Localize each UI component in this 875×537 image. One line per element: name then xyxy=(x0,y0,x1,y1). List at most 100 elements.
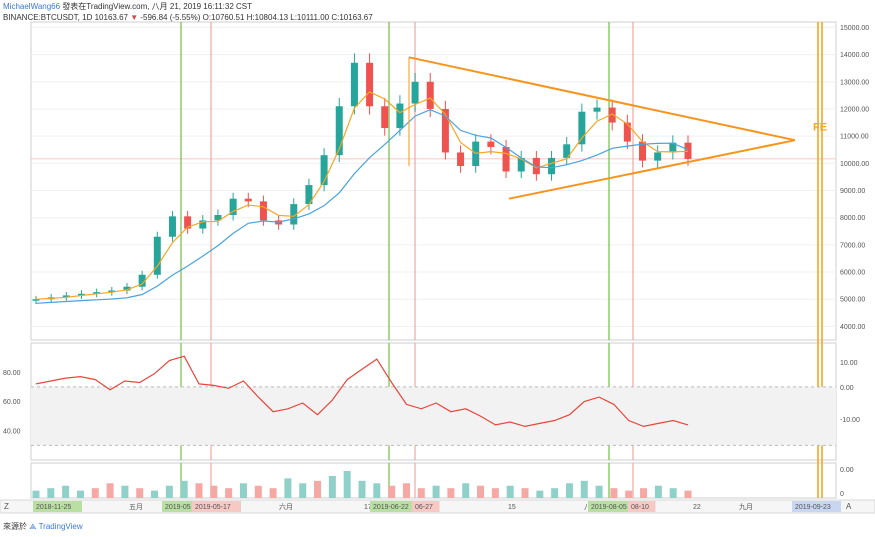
candle-body xyxy=(457,152,465,167)
price-tick-label: 12000.00 xyxy=(840,106,869,113)
price-tick-label: 8000.00 xyxy=(840,215,865,222)
triangle-lower-line xyxy=(508,139,796,200)
volume-bar xyxy=(269,488,277,498)
time-tick-label: 2018-11-25 xyxy=(36,504,71,511)
candle-body xyxy=(244,198,252,202)
volume-bar xyxy=(669,488,677,498)
volume-bar xyxy=(225,488,233,498)
candle-body xyxy=(487,141,495,148)
brand-label: TradingView xyxy=(38,522,83,531)
volume-bar xyxy=(432,485,440,498)
candle-body xyxy=(93,292,101,294)
z-button: Z xyxy=(4,502,9,511)
volume-bar xyxy=(314,480,322,498)
time-label-highlight xyxy=(192,501,241,512)
symbol-line: BINANCE:BTCUSDT, 1D 10163.67 ▼ -596.84 (… xyxy=(3,12,373,23)
volume-bar xyxy=(654,485,662,498)
price-tick-label: 9000.00 xyxy=(840,188,865,195)
candle-body xyxy=(229,198,237,215)
time-tick-label: 17 xyxy=(364,504,372,511)
volume-bar xyxy=(210,485,218,498)
time-tick-label: 八 xyxy=(584,504,591,511)
candle-body xyxy=(684,142,692,159)
candle-body xyxy=(669,142,677,153)
volume-tick-label: 0.00 xyxy=(840,467,854,474)
volume-bar xyxy=(254,485,262,498)
candle-body xyxy=(381,106,389,128)
volume-bar xyxy=(610,488,618,498)
volume-bar xyxy=(402,483,410,498)
volume-bar xyxy=(343,471,351,498)
volume-bar xyxy=(551,488,559,498)
last-price: 10163.67 xyxy=(94,13,128,22)
fe-label: FE xyxy=(813,122,827,134)
price-change: -596.84 (-5.55%) xyxy=(140,13,201,22)
rsi-right-tick-label: -10.00 xyxy=(840,417,860,424)
triangle-upper-line xyxy=(408,56,796,142)
candle-body xyxy=(532,157,540,175)
rsi-left-tick-label: 60.00 xyxy=(3,399,21,406)
volume-bar xyxy=(299,483,307,498)
author-link[interactable]: MichaelWang66 xyxy=(3,2,61,11)
price-tick-label: 5000.00 xyxy=(840,297,865,304)
moving-average-slow xyxy=(35,109,689,304)
candle-body xyxy=(411,81,419,104)
author-line: MichaelWang66 發表在TradingView.com, 八月 21,… xyxy=(3,1,373,12)
candle-body xyxy=(138,274,146,287)
ohlc-values: O:10760.51 H:10804.13 L:10111.00 C:10163… xyxy=(202,13,373,22)
volume-bar xyxy=(447,488,455,498)
rsi-left-tick-label: 40.00 xyxy=(3,428,21,435)
candle-body xyxy=(517,157,525,172)
volume-tick-label: 0 xyxy=(840,491,844,498)
candle-body xyxy=(199,220,207,229)
volume-bar xyxy=(491,488,499,498)
volume-bar xyxy=(462,483,470,498)
volume-bar xyxy=(684,490,692,498)
time-label-highlight xyxy=(588,501,637,512)
candle-body xyxy=(32,299,40,301)
footer: 來源於 ⟁ TradingView xyxy=(3,521,83,532)
time-tick-label: 五月 xyxy=(129,503,143,511)
volume-bar xyxy=(239,483,247,498)
candle-body xyxy=(153,236,161,275)
candle-body xyxy=(426,81,434,109)
price-tick-label: 15000.00 xyxy=(840,25,869,32)
volume-bar xyxy=(47,488,55,498)
candle-body xyxy=(214,214,222,221)
volume-bar xyxy=(180,480,188,498)
rsi-right-tick-label: 0.00 xyxy=(840,385,854,392)
candle-body xyxy=(350,62,358,107)
volume-bar xyxy=(373,483,381,498)
time-tick-label: 九月 xyxy=(739,502,753,511)
volume-bar xyxy=(328,475,336,498)
price-tick-label: 14000.00 xyxy=(840,52,869,59)
volume-bar xyxy=(136,488,144,498)
down-arrow-icon: ▼ xyxy=(130,13,139,22)
rsi-left-tick-label: 80.00 xyxy=(3,370,21,377)
volume-bar xyxy=(62,485,70,498)
volume-bar xyxy=(565,483,573,498)
tradingview-logo-icon[interactable]: ⟁ TradingView xyxy=(29,522,83,531)
price-tick-label: 11000.00 xyxy=(840,134,869,141)
price-tick-label: 7000.00 xyxy=(840,242,865,249)
time-tick-label: 2019-05 xyxy=(165,504,191,511)
volume-bar xyxy=(106,483,114,498)
volume-bar xyxy=(121,485,129,498)
candle-body xyxy=(548,157,556,175)
source-label: 來源於 xyxy=(3,522,27,531)
time-label-highlight xyxy=(412,501,440,512)
a-button: A xyxy=(846,502,852,511)
candle-body xyxy=(168,216,176,237)
candle-body xyxy=(62,295,70,298)
candle-body xyxy=(77,293,85,296)
candle-body xyxy=(608,107,616,123)
candle-body xyxy=(639,141,647,161)
volume-bar xyxy=(580,480,588,498)
volume-bar xyxy=(165,485,173,498)
time-tick-label: 22 xyxy=(693,504,701,511)
candle-body xyxy=(563,144,571,158)
candle-body xyxy=(123,286,131,291)
candle-body xyxy=(502,147,510,172)
time-tick-label: 08-10 xyxy=(631,504,649,511)
